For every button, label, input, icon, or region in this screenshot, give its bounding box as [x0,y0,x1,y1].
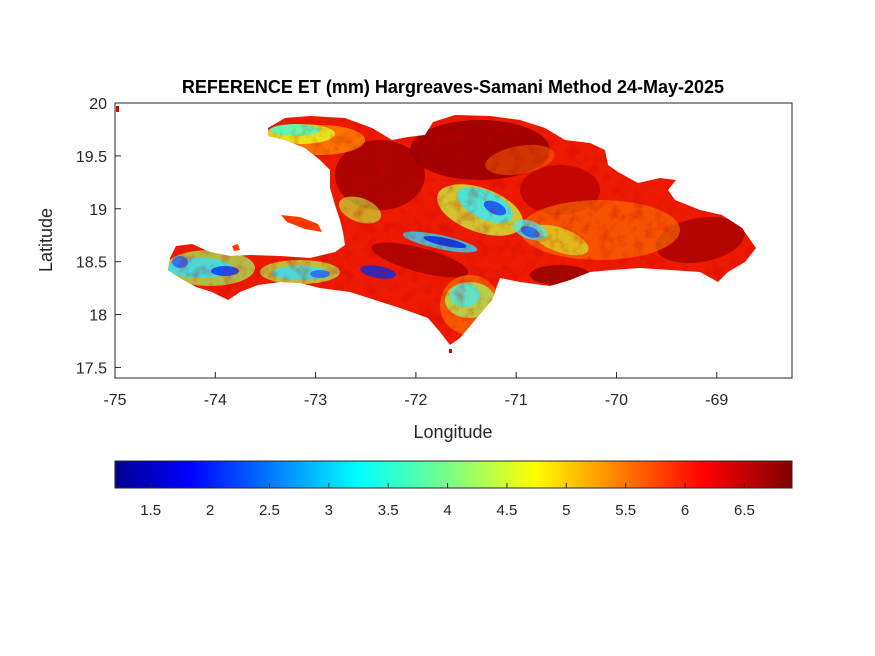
y-tick-label: 20 [89,96,107,113]
colorbar [114,460,793,489]
colorbar-tick-label: 6.5 [734,502,755,519]
colorbar-tick-label: 4.5 [497,502,518,519]
y-tick-label: 19 [89,202,107,219]
x-tick-label: -74 [204,392,227,409]
colorbar-tick-label: 2 [206,502,214,519]
colorbar-tick-label: 5 [562,502,570,519]
y-axis-label: Latitude [36,208,56,272]
x-tick-label: -72 [404,392,427,409]
colorbar-ticks: 1.5 2 2.5 3 3.5 4 4.5 5 5.5 6 6.5 [140,483,755,519]
y-tick-label: 18 [89,308,107,325]
y-axis: 17.5 18 18.5 19 19.5 20 [76,96,121,377]
chart-title: REFERENCE ET (mm) Hargreaves-Samani Meth… [182,77,724,97]
colorbar-tick-label: 3 [325,502,333,519]
colorbar-tick-label: 3.5 [378,502,399,519]
colorbar-tick-label: 6 [681,502,689,519]
x-tick-label: -73 [304,392,327,409]
small-islet [232,244,240,251]
colorbar-tick-label: 4 [443,502,451,519]
x-tick-label: -71 [505,392,528,409]
colorbar-tick-label: 5.5 [615,502,636,519]
colorbar-tick-label: 1.5 [140,502,161,519]
x-tick-label: -69 [705,392,728,409]
x-tick-label: -75 [103,392,126,409]
y-tick-label: 18.5 [76,255,107,272]
x-axis-label: Longitude [413,422,492,442]
islet-speck [449,349,452,353]
colorbar-tick-label: 2.5 [259,502,280,519]
y-tick-label: 17.5 [76,360,107,377]
x-axis: -75 -74 -73 -72 -71 -70 -69 [103,372,728,409]
x-tick-label: -70 [605,392,628,409]
corner-speck [116,106,119,112]
y-tick-label: 19.5 [76,149,107,166]
